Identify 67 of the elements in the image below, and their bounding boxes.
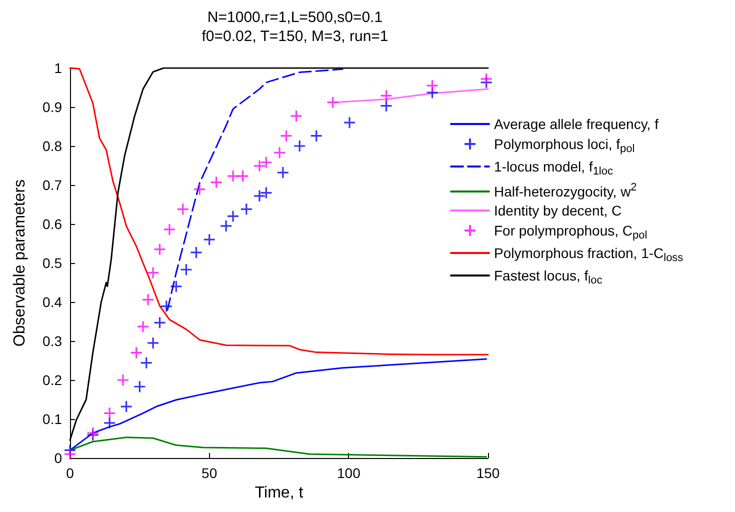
point <box>146 336 160 350</box>
point <box>220 220 232 232</box>
point <box>193 182 206 196</box>
point <box>103 406 116 420</box>
point <box>153 316 166 329</box>
point <box>253 190 266 202</box>
y-tick-label: 0.3 <box>42 333 62 349</box>
y-tick-label: 0.2 <box>42 372 62 388</box>
point <box>146 266 160 280</box>
y-tick-label: 0.8 <box>42 138 62 154</box>
line-series <box>69 67 489 441</box>
legend-label: Average allele frequency, f <box>494 116 659 132</box>
x-axis-title: Time, t <box>254 484 304 502</box>
point <box>236 170 250 182</box>
y-axis-title: Observable parameters <box>12 179 28 347</box>
y-tick-label: 0 <box>54 450 62 466</box>
point <box>380 89 393 102</box>
point <box>426 79 439 92</box>
y-tick-label: 0.6 <box>42 216 62 232</box>
y-tick-label: 0.7 <box>42 177 62 193</box>
point <box>190 246 203 259</box>
y-tick-label: 1 <box>54 60 62 76</box>
point <box>210 176 223 189</box>
point <box>276 166 290 179</box>
point <box>136 320 150 333</box>
point <box>226 170 240 182</box>
chart-title: N=1000,r=1,L=500,s0=0.1 <box>207 9 383 26</box>
point <box>240 202 253 216</box>
point <box>142 293 154 306</box>
x-tick-label: 50 <box>202 465 218 481</box>
point <box>260 156 272 169</box>
x-tick-label: 0 <box>66 465 74 481</box>
point <box>290 110 303 122</box>
point <box>293 140 306 152</box>
point <box>120 400 133 413</box>
x-tick-label: 100 <box>336 465 361 481</box>
point <box>480 72 493 86</box>
chart-subtitle: f0=0.02, T=150, M=3, run=1 <box>202 28 388 45</box>
y-tick-label: 0.4 <box>42 294 62 310</box>
x-tick-label: 150 <box>476 465 500 481</box>
point <box>380 100 393 112</box>
point <box>326 96 340 109</box>
point <box>103 416 116 430</box>
point <box>64 448 76 460</box>
y-tick-label: 0.9 <box>42 99 62 115</box>
point <box>140 356 153 370</box>
point <box>260 186 272 200</box>
point <box>153 243 166 256</box>
point <box>133 380 146 393</box>
y-tick-label: 0.5 <box>42 255 62 271</box>
point <box>253 160 266 172</box>
line-series <box>69 67 489 356</box>
point <box>130 346 143 359</box>
point <box>203 233 216 246</box>
point <box>160 300 173 313</box>
point <box>226 210 240 222</box>
y-tick-label: 0.1 <box>42 411 62 427</box>
point <box>163 223 176 236</box>
point <box>180 263 193 276</box>
point <box>343 116 356 129</box>
legend-label: Identity by decent, C <box>494 202 622 218</box>
point <box>310 130 323 142</box>
point <box>176 202 190 216</box>
point <box>273 146 286 159</box>
point <box>280 130 293 142</box>
point <box>116 374 130 386</box>
point <box>170 280 182 293</box>
